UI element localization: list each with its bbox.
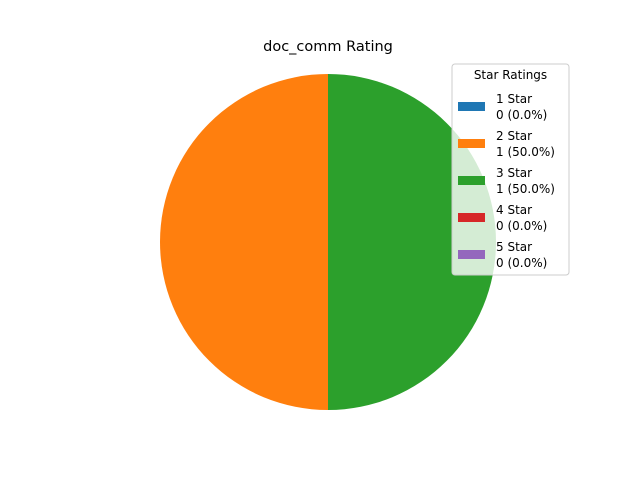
legend-title: Star Ratings: [474, 68, 547, 82]
legend-value: 1 (50.0%): [496, 182, 555, 196]
legend-value: 0 (0.0%): [496, 256, 547, 270]
legend-label: 1 Star: [496, 92, 532, 106]
legend-entries: 1 Star 0 (0.0%) 2 Star 1 (50.0%) 3 Star 1 (50…: [458, 92, 555, 270]
legend-label: 2 Star: [496, 129, 532, 143]
pie-slices: [160, 74, 496, 410]
legend-swatch: [458, 213, 485, 222]
legend-swatch: [458, 139, 485, 148]
legend-value: 1 (50.0%): [496, 145, 555, 159]
legend-label: 5 Star: [496, 240, 532, 254]
chart-title: doc_comm Rating: [263, 39, 393, 55]
legend: Star Ratings 1 Star 0 (0.0%) 2 Star 1 (50.0…: [451, 63, 570, 276]
legend-swatch: [458, 250, 485, 259]
legend-label: 3 Star: [496, 166, 532, 180]
legend-entry-4-star: 4 Star 0 (0.0%): [458, 203, 547, 233]
legend-value: 0 (0.0%): [496, 219, 547, 233]
legend-entry-5-star: 5 Star 0 (0.0%): [458, 240, 547, 270]
legend-entry-1-star: 1 Star 0 (0.0%): [458, 92, 547, 122]
legend-swatch: [458, 102, 485, 111]
legend-swatch: [458, 176, 485, 185]
legend-frame: [451, 63, 570, 276]
legend-value: 0 (0.0%): [496, 108, 547, 122]
pie-slice-2-star: [160, 74, 328, 410]
legend-label: 4 Star: [496, 203, 532, 217]
legend-entry-3-star: 3 Star 1 (50.0%): [458, 166, 555, 196]
legend-entry-2-star: 2 Star 1 (50.0%): [458, 129, 555, 159]
